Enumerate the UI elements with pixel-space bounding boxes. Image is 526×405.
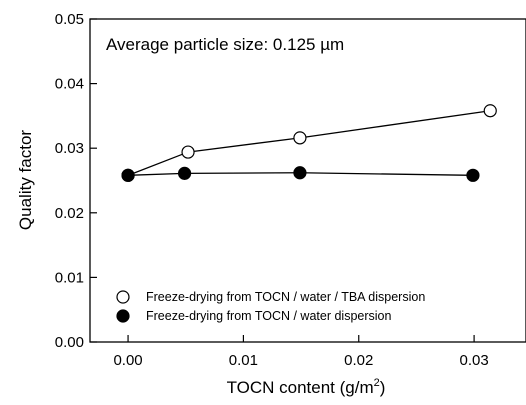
x-tick-label: 0.03 (459, 352, 488, 369)
legend-item-1: Freeze-drying from TOCN / water / TBA di… (116, 290, 425, 304)
x-axis-title-end: ) (380, 378, 386, 397)
data-point-series-2 (466, 168, 480, 182)
y-axis-title: Quality factor (16, 130, 35, 230)
y-tick-label: 0.01 (55, 269, 84, 286)
series-layer (121, 104, 497, 182)
x-axis-title-main: TOCN content (g/m (227, 378, 374, 397)
series-line-1 (127, 110, 491, 176)
x-axis-title: TOCN content (g/m2) (227, 377, 386, 397)
y-tick-label: 0.02 (55, 205, 84, 222)
y-axis: 0.00 0.01 0.02 0.03 0.04 0.05 (55, 11, 97, 351)
x-axis-title-sup: 2 (374, 377, 380, 389)
chart-annotation: Average particle size: 0.125 µm (106, 35, 344, 54)
x-tick-label: 0.02 (344, 352, 373, 369)
x-tick-label: 0.01 (229, 352, 258, 369)
data-point-series-2 (177, 166, 192, 180)
data-point-series-1 (483, 104, 497, 118)
y-tick-label: 0.04 (55, 76, 84, 93)
legend-label-1: Freeze-drying from TOCN / water / TBA di… (146, 290, 425, 304)
y-tick-label: 0.05 (55, 11, 84, 28)
legend-marker-open-circle (116, 290, 130, 304)
legend-marker-filled-circle (116, 309, 130, 323)
y-tick-label: 0.00 (55, 334, 84, 351)
series-line-2 (128, 172, 473, 176)
legend-label-2: Freeze-drying from TOCN / water dispersi… (146, 309, 392, 323)
legend: Freeze-drying from TOCN / water / TBA di… (116, 290, 425, 323)
data-point-series-2 (121, 168, 135, 182)
data-point-series-1 (181, 145, 195, 159)
y-tick-label: 0.03 (55, 140, 84, 157)
data-point-series-1 (293, 131, 307, 145)
x-axis: 0.00 0.01 0.02 0.03 (113, 335, 489, 369)
legend-item-2: Freeze-drying from TOCN / water dispersi… (116, 309, 392, 323)
x-tick-label: 0.00 (113, 352, 142, 369)
data-point-series-2 (293, 166, 307, 180)
plot-frame (89, 18, 526, 343)
